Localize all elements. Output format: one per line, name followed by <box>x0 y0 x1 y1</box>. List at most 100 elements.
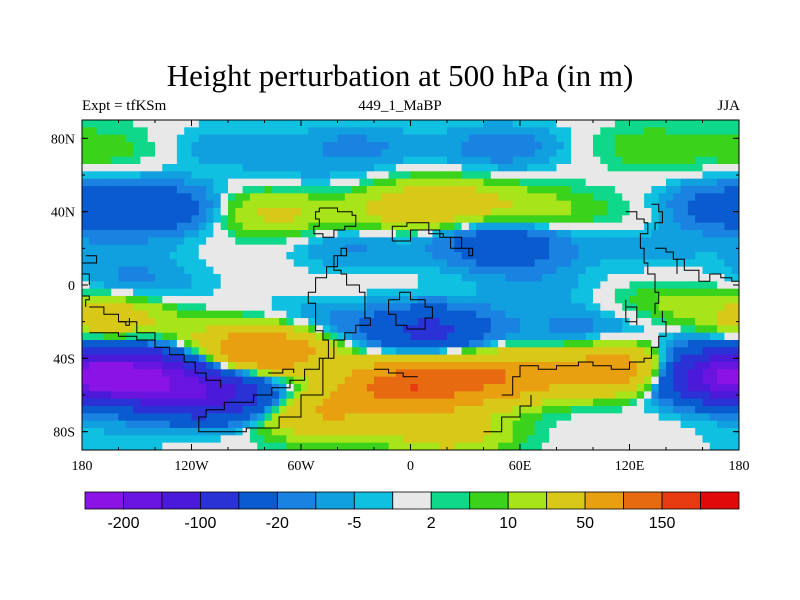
field-cell <box>169 376 178 385</box>
field-cell <box>644 288 652 297</box>
field-cell <box>176 215 185 224</box>
field-cell <box>417 413 426 422</box>
field-cell <box>636 332 645 341</box>
field-cell <box>96 332 105 341</box>
field-cell <box>520 120 528 128</box>
field-cell <box>556 420 565 429</box>
field-cell <box>403 332 412 341</box>
field-cell <box>454 442 463 450</box>
field-cell <box>432 428 441 436</box>
field-cell <box>417 178 426 187</box>
field-cell <box>695 428 704 436</box>
field-cell <box>82 413 90 422</box>
coastline-segment <box>82 273 90 285</box>
field-cell <box>264 376 273 385</box>
field-cell <box>651 384 660 392</box>
field-cell <box>629 156 638 165</box>
field-cell <box>680 288 689 297</box>
field-cell <box>82 149 90 158</box>
field-cell <box>468 266 477 275</box>
field-cell <box>731 288 739 297</box>
field-cell <box>388 413 397 422</box>
field-cell <box>301 252 309 260</box>
field-cell <box>96 178 105 187</box>
field-cell <box>191 340 200 348</box>
field-cell <box>315 428 324 436</box>
field-cell <box>498 354 506 363</box>
field-cell <box>301 134 309 143</box>
field-cell <box>549 208 558 216</box>
field-cell <box>425 332 433 341</box>
field-cell <box>184 208 193 216</box>
field-cell <box>337 134 346 143</box>
field-cell <box>644 303 652 312</box>
field-cell <box>622 230 631 238</box>
field-cell <box>271 127 280 136</box>
field-cell <box>702 230 711 238</box>
field-cell <box>388 142 397 150</box>
field-cell <box>337 428 346 436</box>
field-cell <box>447 222 455 231</box>
field-cell <box>439 171 448 180</box>
field-cell <box>534 171 543 180</box>
field-cell <box>417 208 426 216</box>
field-cell <box>512 398 521 407</box>
field-cell <box>264 266 273 275</box>
field-cell <box>629 340 638 348</box>
field-cell <box>366 303 375 312</box>
field-cell <box>709 259 718 268</box>
field-cell <box>155 391 163 400</box>
field-cell <box>534 340 543 348</box>
field-cell <box>651 296 660 304</box>
field-cell <box>520 156 528 165</box>
field-cell <box>731 215 739 224</box>
field-cell <box>695 142 704 150</box>
field-cell <box>206 171 214 180</box>
field-cell <box>527 376 536 385</box>
field-cell <box>673 142 682 150</box>
field-cell <box>731 362 739 370</box>
field-cell <box>702 222 711 231</box>
field-cell <box>103 413 112 422</box>
field-cell <box>213 369 222 378</box>
field-cell <box>191 398 200 407</box>
field-cell <box>249 193 258 202</box>
field-cell <box>490 435 499 444</box>
field-cell <box>498 296 506 304</box>
field-cell <box>155 332 163 341</box>
field-cell <box>103 347 112 356</box>
field-cell <box>228 340 236 348</box>
field-cell <box>366 340 375 348</box>
colorbar-swatch <box>276 491 317 510</box>
field-cell <box>308 310 317 319</box>
field-cell <box>388 420 397 429</box>
field-cell <box>249 164 258 172</box>
field-cell <box>658 156 667 165</box>
field-cell <box>330 200 339 209</box>
field-cell <box>286 310 295 319</box>
field-cell <box>585 200 594 209</box>
field-cell <box>622 142 631 150</box>
field-cell <box>264 142 273 150</box>
field-cell <box>439 244 448 253</box>
field-cell <box>717 406 725 414</box>
field-cell <box>593 428 601 436</box>
field-cell <box>534 398 543 407</box>
field-cell <box>549 384 558 392</box>
field-cell <box>410 230 419 238</box>
field-cell <box>264 149 273 158</box>
field-cell <box>344 303 353 312</box>
field-cell <box>505 288 514 297</box>
field-cell <box>490 171 499 180</box>
field-cell <box>468 347 477 356</box>
field-cell <box>388 428 397 436</box>
field-cell <box>534 369 543 378</box>
field-cell <box>666 230 674 238</box>
field-cell <box>439 288 448 297</box>
field-cell <box>337 288 346 297</box>
field-cell <box>118 230 127 238</box>
field-cell <box>709 332 718 341</box>
field-cell <box>176 296 185 304</box>
field-cell <box>534 310 543 319</box>
field-cell <box>666 156 674 165</box>
